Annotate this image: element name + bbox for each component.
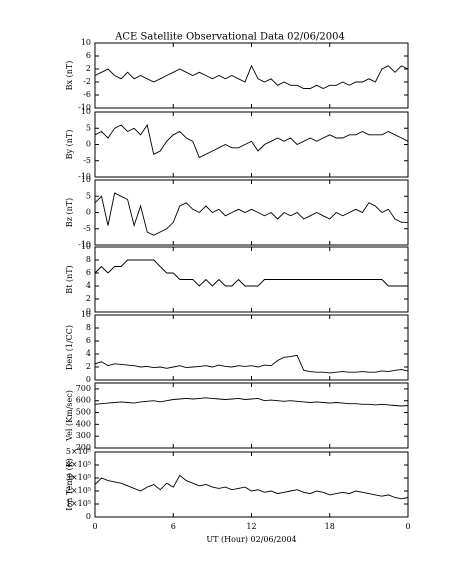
y-tick-label: 2 bbox=[86, 294, 91, 303]
y-tick-label: 6 bbox=[86, 336, 91, 345]
y-tick-label: -10 bbox=[78, 172, 91, 181]
y-axis-label: Bz (nT) bbox=[65, 198, 74, 227]
y-tick-label: 700 bbox=[76, 384, 91, 393]
panel-frame bbox=[94, 451, 409, 518]
y-tick-label: 4 bbox=[86, 349, 91, 358]
y-tick-label: 2 bbox=[86, 64, 91, 73]
y-tick-label: 5×10⁵ bbox=[66, 447, 91, 456]
y-tick-label: 6 bbox=[86, 51, 91, 60]
y-tick-label: -10 bbox=[78, 103, 91, 112]
y-axis-label: Ion Temp (K) bbox=[65, 458, 74, 511]
y-tick-label: 400 bbox=[76, 419, 91, 428]
y-tick-label: 0 bbox=[86, 512, 91, 521]
y-tick-label: 600 bbox=[76, 396, 91, 405]
y-tick-label: 0 bbox=[86, 208, 91, 217]
y-tick-label: 500 bbox=[76, 408, 91, 417]
y-tick-label: -2 bbox=[83, 77, 91, 86]
data-line bbox=[94, 123, 409, 159]
panel-frame bbox=[94, 111, 409, 178]
data-line bbox=[94, 354, 409, 374]
panel-frame bbox=[94, 314, 409, 381]
y-axis-label: By (nT) bbox=[65, 130, 74, 160]
panel-frame bbox=[94, 382, 409, 449]
x-tick-label: 6 bbox=[171, 522, 176, 531]
y-tick-label: 10 bbox=[81, 242, 91, 251]
panel-frame bbox=[94, 42, 409, 109]
y-tick-label: 6 bbox=[86, 268, 91, 277]
y-axis-label: Vel (Km/sec) bbox=[65, 390, 74, 442]
y-tick-label: 10 bbox=[81, 310, 91, 319]
x-tick-label: 18 bbox=[325, 522, 335, 531]
data-line bbox=[94, 259, 408, 287]
y-tick-label: 8 bbox=[86, 323, 91, 332]
y-tick-label: 5 bbox=[86, 191, 91, 200]
y-tick-label: 8 bbox=[86, 255, 91, 264]
x-tick-label: 0 bbox=[92, 522, 97, 531]
y-tick-label: 4×10⁵ bbox=[66, 460, 91, 469]
y-tick-label: 2×10⁵ bbox=[66, 486, 91, 495]
x-axis-label: UT (Hour) 02/06/2004 bbox=[206, 535, 296, 544]
y-tick-label: 10 bbox=[81, 107, 91, 116]
y-tick-label: 10 bbox=[81, 175, 91, 184]
data-line bbox=[94, 474, 409, 500]
y-tick-label: -10 bbox=[78, 240, 91, 249]
y-tick-label: 0 bbox=[86, 140, 91, 149]
data-line bbox=[94, 192, 408, 236]
y-tick-label: 4 bbox=[86, 281, 91, 290]
y-axis-label: Bx (nT) bbox=[65, 61, 74, 91]
y-tick-label: 0 bbox=[86, 375, 91, 384]
y-tick-label: -6 bbox=[83, 90, 91, 99]
y-axis-label: Den (1/CC) bbox=[65, 325, 74, 370]
data-line bbox=[94, 397, 409, 407]
y-axis-label: Bt (nT) bbox=[65, 265, 74, 293]
y-tick-label: 5 bbox=[86, 123, 91, 132]
y-tick-label: 300 bbox=[76, 431, 91, 440]
y-tick-label: 1×10⁵ bbox=[66, 499, 91, 508]
y-tick-label: 200 bbox=[76, 443, 91, 452]
chart-title: ACE Satellite Observational Data 02/06/2… bbox=[114, 32, 345, 43]
y-tick-label: 10 bbox=[81, 38, 91, 47]
x-tick-label: 12 bbox=[246, 522, 256, 531]
y-tick-label: 0 bbox=[86, 307, 91, 316]
x-tick-label: 0 bbox=[405, 522, 410, 531]
y-tick-label: -5 bbox=[83, 156, 91, 165]
y-tick-label: 2 bbox=[86, 362, 91, 371]
data-line bbox=[94, 64, 409, 90]
y-tick-label: 3×10⁵ bbox=[66, 473, 91, 482]
y-tick-label: -5 bbox=[83, 224, 91, 233]
